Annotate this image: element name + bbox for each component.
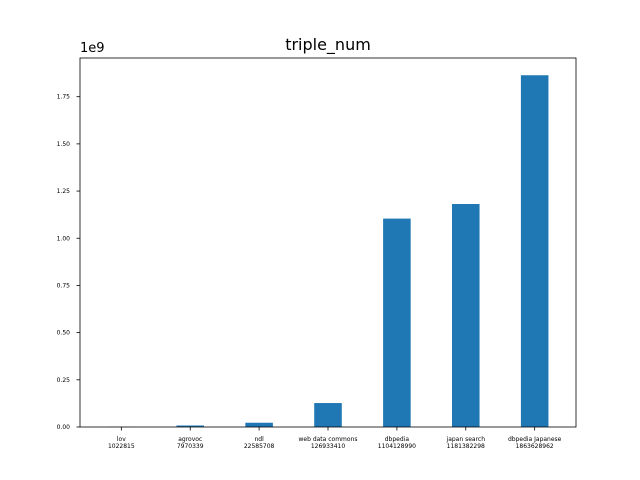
x-axis: lov 1022815 agrovoc 7970339 ndl 22585708 web d… xyxy=(108,427,562,450)
bars-group xyxy=(107,75,549,427)
x-tick-label-line: web data commons xyxy=(299,436,358,443)
x-tick-label-line: ndl xyxy=(254,436,264,443)
x-tick-label-0: lov 1022815 xyxy=(108,436,135,450)
bar-1 xyxy=(176,425,204,427)
bar-2 xyxy=(245,422,273,427)
bar-3 xyxy=(314,403,342,427)
x-tick-label-3: web data commons 126933410 xyxy=(299,436,358,450)
y-tick-label-0: 0.00 xyxy=(57,424,71,431)
x-tick-label-line: dbpedia xyxy=(385,436,410,443)
x-tick-label-line: 7970339 xyxy=(177,443,204,450)
x-tick-label-line: 126933410 xyxy=(311,443,346,450)
y-tick-label-4: 1.00 xyxy=(57,235,71,242)
y-tick-label-5: 1.25 xyxy=(57,188,71,195)
x-tick-label-2: ndl 22585708 xyxy=(244,436,275,450)
bar-6 xyxy=(520,75,549,427)
x-tick-label-line: 1022815 xyxy=(108,443,135,450)
x-tick-label-line: 1863628962 xyxy=(516,443,554,450)
x-tick-label-line: 22585708 xyxy=(244,443,275,450)
x-tick-label-line: lov xyxy=(117,436,126,443)
y-tick-label-1: 0.25 xyxy=(57,377,71,384)
y-tick-label-2: 0.50 xyxy=(57,330,71,337)
x-tick-label-line: agrovoc xyxy=(178,436,202,443)
x-tick-label-line: japan search xyxy=(446,436,486,443)
y-tick-label-3: 0.75 xyxy=(57,282,71,289)
bar-4 xyxy=(383,218,411,427)
x-tick-label-4: dbpedia 1104128990 xyxy=(378,436,416,450)
bar-5 xyxy=(452,204,480,427)
x-tick-label-1: agrovoc 7970339 xyxy=(177,436,204,450)
x-tick-label-5: japan search 1181382298 xyxy=(446,436,486,450)
x-tick-label-line: dbpedia Japanese xyxy=(508,436,562,443)
y-tick-label-6: 1.50 xyxy=(57,141,71,148)
chart-title: triple_num xyxy=(285,35,371,55)
x-tick-label-line: 1181382298 xyxy=(447,443,485,450)
y-axis: 0.00 0.25 0.50 0.75 1.00 1.25 1.50 1.75 xyxy=(57,94,80,431)
x-tick-label-6: dbpedia Japanese 1863628962 xyxy=(508,436,562,450)
y-axis-offset-label: 1e9 xyxy=(80,41,105,56)
x-tick-label-line: 1104128990 xyxy=(378,443,416,450)
plot-frame xyxy=(79,57,577,428)
y-tick-label-7: 1.75 xyxy=(57,94,71,101)
